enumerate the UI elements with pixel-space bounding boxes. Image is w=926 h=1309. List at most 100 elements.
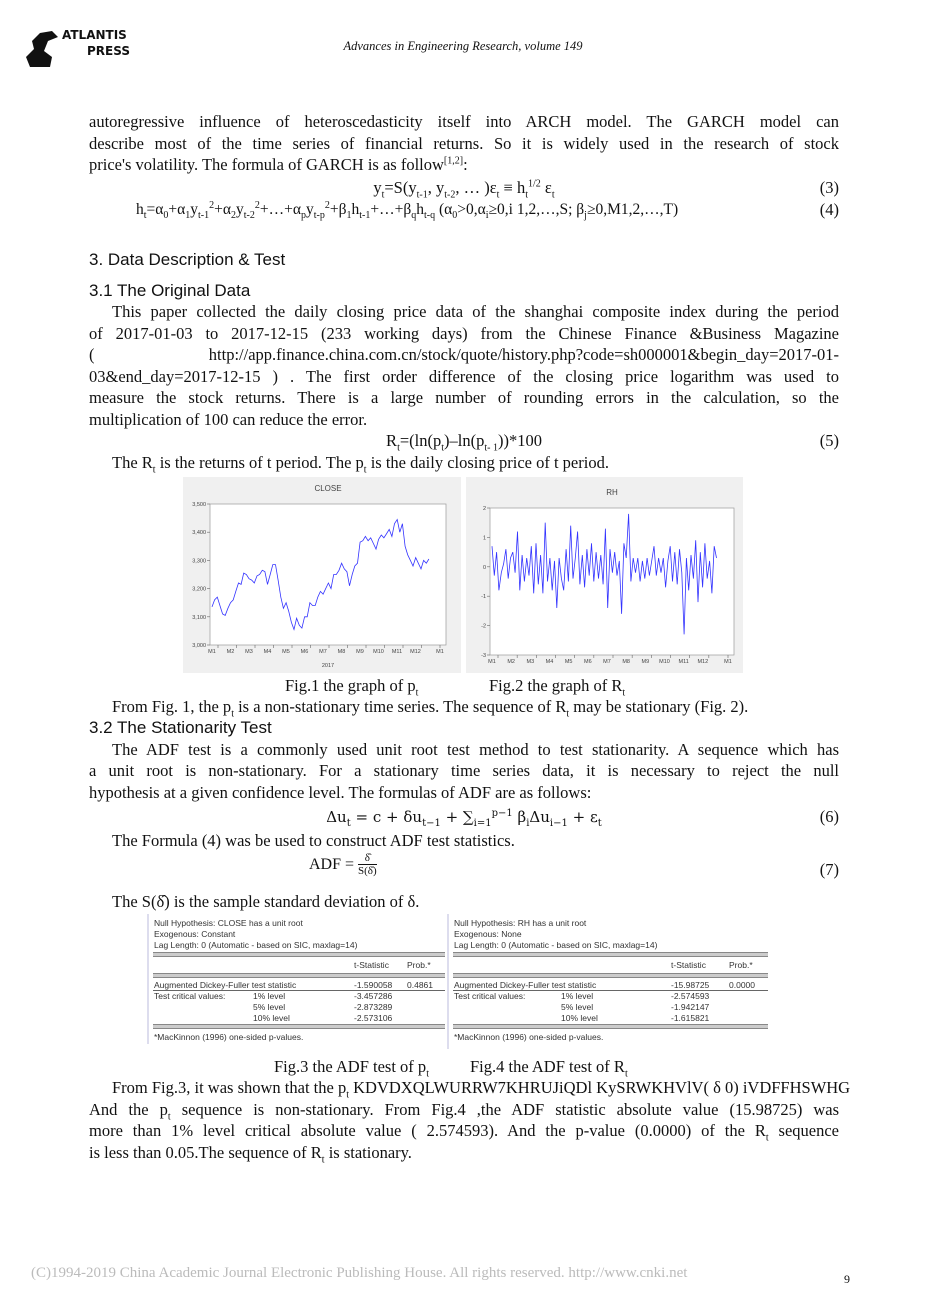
section-heading: 3. Data Description & Test: [89, 250, 286, 269]
divider: [453, 973, 768, 978]
x-tick-label: M5: [565, 659, 573, 665]
critical-value: -3.457286: [354, 991, 393, 1001]
body-text: more than 1% level critical absolute val…: [89, 1121, 839, 1144]
body-text: measure the stock returns. There is a la…: [89, 388, 839, 407]
divider: [153, 990, 445, 991]
x-tick-label: M8: [338, 649, 346, 655]
figure-caption: Fig.3 the ADF test of pt: [274, 1057, 429, 1080]
adf-table-close: Null Hypothesis: CLOSE has a unit root Ex…: [147, 914, 445, 1044]
equation-4: ht=α0+α1yt-12+α2yt-22+…+αpyt-p2+β1ht-1+……: [136, 199, 679, 222]
equation-number: (4): [819, 200, 839, 219]
subsection-heading: 3.1 The Original Data: [89, 281, 251, 300]
body-text: And the pt sequence is non-stationary. F…: [89, 1100, 840, 1123]
header-t-statistic: t-Statistic: [671, 960, 706, 970]
y-tick-label: 3,400: [192, 530, 206, 536]
body-text: From Fig.3, it was shown that the pt KDV…: [112, 1078, 851, 1101]
chart-title: CLOSE: [314, 484, 341, 493]
x-tick-label: M6: [584, 659, 592, 665]
critical-level: 10% level: [253, 1013, 290, 1023]
divider: [153, 973, 445, 978]
figure-close-chart: CLOSE 3,000 3,100 3,200 3,300 3,400 3,500 M1 M2 M…: [183, 477, 461, 673]
null-hypothesis: Null Hypothesis: RH has a unit root: [454, 918, 587, 928]
divider: [153, 1024, 445, 1029]
null-hypothesis: Null Hypothesis: CLOSE has a unit root: [154, 918, 303, 928]
atlantis-logo-icon: [26, 31, 58, 67]
x-axis-label: 2017: [322, 663, 334, 669]
figure-caption: Fig.2 the graph of Rt: [489, 676, 626, 699]
body-text: 03&end_day=2017-12-15 ) . The first orde…: [89, 367, 839, 386]
y-tick-label: 1: [483, 535, 486, 541]
footnote: *MacKinnon (1996) one-sided p-values.: [454, 1032, 604, 1042]
footnote: *MacKinnon (1996) one-sided p-values.: [154, 1032, 304, 1042]
x-tick-label: M8: [622, 659, 630, 665]
x-tick-label: M4: [264, 649, 272, 655]
critical-value: -2.574593: [671, 991, 710, 1001]
body-text: describe most of the time series of fina…: [89, 134, 839, 153]
x-tick-label: M1: [488, 659, 496, 665]
x-tick-label: M4: [546, 659, 554, 665]
x-tick-label: M10: [659, 659, 670, 665]
equation-number: (5): [819, 431, 839, 450]
equation-number: (6): [819, 807, 839, 826]
body-text: price's volatility. The formula of GARCH…: [89, 155, 468, 174]
adf-label: Augmented Dickey-Fuller test statistic: [454, 980, 597, 990]
critical-level: 1% level: [253, 991, 286, 1001]
equation-7: ADF = δ̂ S(δ̂): [309, 852, 377, 877]
critical-value: -1.615821: [671, 1013, 710, 1023]
x-tick-label: M5: [282, 649, 290, 655]
divider: [153, 952, 445, 957]
critical-value: -2.873289: [354, 1002, 393, 1012]
adf-prob: 0.4861: [407, 980, 433, 990]
figure-caption: Fig.4 the ADF test of Rt: [470, 1057, 628, 1080]
equation-number: (7): [819, 860, 839, 879]
header-t-statistic: t-Statistic: [354, 960, 389, 970]
body-text: The Formula (4) was be used to construct…: [112, 831, 515, 850]
x-tick-label: M1: [436, 649, 444, 655]
y-tick-label: 3,100: [192, 615, 206, 621]
series-line: [211, 518, 430, 631]
running-header: Advances in Engineering Research, volume…: [343, 39, 583, 53]
subsection-heading: 3.2 The Stationarity Test: [89, 718, 272, 737]
body-text: autoregressive influence of heteroscedas…: [89, 112, 839, 131]
x-tick-label: M2: [507, 659, 515, 665]
equation-number: (3): [819, 178, 839, 197]
plot-area: [209, 503, 447, 646]
body-text: The S(δ̂) is the sample standard deviati…: [112, 892, 420, 911]
adf-t-statistic: -15.98725: [671, 980, 710, 990]
x-tick-label: M9: [356, 649, 364, 655]
plot-area: [489, 507, 735, 656]
x-tick-label: M3: [527, 659, 535, 665]
x-tick-label: M3: [245, 649, 253, 655]
x-tick-label: M12: [410, 649, 421, 655]
x-tick-label: M7: [603, 659, 611, 665]
equation-6: Δut = c + δut−1 + ∑i=1p−1 βiΔui−1 + εt: [326, 808, 602, 829]
body-text: From Fig. 1, the pt is a non-stationary …: [112, 697, 749, 720]
x-tick-label: M10: [373, 649, 384, 655]
body-text: The ADF test is a commonly used unit roo…: [112, 740, 839, 759]
x-tick-label: M7: [319, 649, 327, 655]
y-tick-label: 3,300: [192, 558, 206, 564]
body-text: This paper collected the daily closing p…: [112, 302, 839, 321]
y-tick-label: 0: [483, 565, 486, 571]
series-line: [491, 513, 717, 635]
lag-length: Lag Length: 0 (Automatic - based on SIC,…: [154, 940, 358, 950]
logo-text: ATLANTIS PRESS: [62, 28, 130, 58]
adf-prob: 0.0000: [729, 980, 755, 990]
equation-3: yt=S(yt-1, yt-2, … )εt ≡ ht1/2 εt: [373, 178, 555, 201]
header-prob: Prob.*: [729, 960, 753, 970]
x-tick-label: M2: [227, 649, 235, 655]
divider: [453, 990, 768, 991]
adf-label: Augmented Dickey-Fuller test statistic: [154, 980, 297, 990]
figure-rh-chart: RH -3 -2 -1 0 1 2 M1 M2 M3 M4 M5 M6 M7 M8 M9 M10 M11 M12 M1: [466, 477, 743, 673]
critical-label: Test critical values:: [154, 991, 226, 1001]
figure-caption: Fig.1 the graph of pt: [285, 676, 419, 699]
critical-level: 5% level: [253, 1002, 286, 1012]
x-tick-label: M1: [724, 659, 732, 665]
body-text: of 2017-01-03 to 2017-12-15 (233 working…: [89, 324, 839, 343]
critical-level: 10% level: [561, 1013, 598, 1023]
y-tick-label: 3,000: [192, 643, 206, 649]
critical-value: -1.942147: [671, 1002, 710, 1012]
lag-length: Lag Length: 0 (Automatic - based on SIC,…: [454, 940, 658, 950]
body-text: is less than 0.05.The sequence of Rt is …: [89, 1143, 412, 1166]
y-tick-label: -2: [481, 624, 486, 630]
